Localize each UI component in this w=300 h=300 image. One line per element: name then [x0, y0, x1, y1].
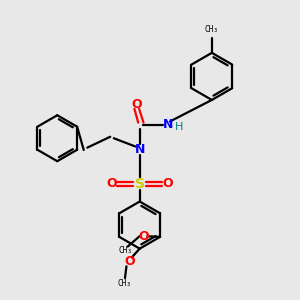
Text: N: N	[134, 143, 145, 157]
Text: O: O	[162, 177, 173, 190]
Text: O: O	[106, 177, 117, 190]
Text: N: N	[163, 118, 173, 131]
Text: O: O	[124, 255, 135, 268]
Text: H: H	[175, 122, 183, 132]
Text: CH₃: CH₃	[205, 25, 219, 34]
Text: CH₃: CH₃	[117, 279, 131, 288]
Text: O: O	[131, 98, 142, 111]
Text: CH₃: CH₃	[119, 247, 133, 256]
Text: S: S	[135, 177, 145, 191]
Text: O: O	[139, 230, 149, 243]
